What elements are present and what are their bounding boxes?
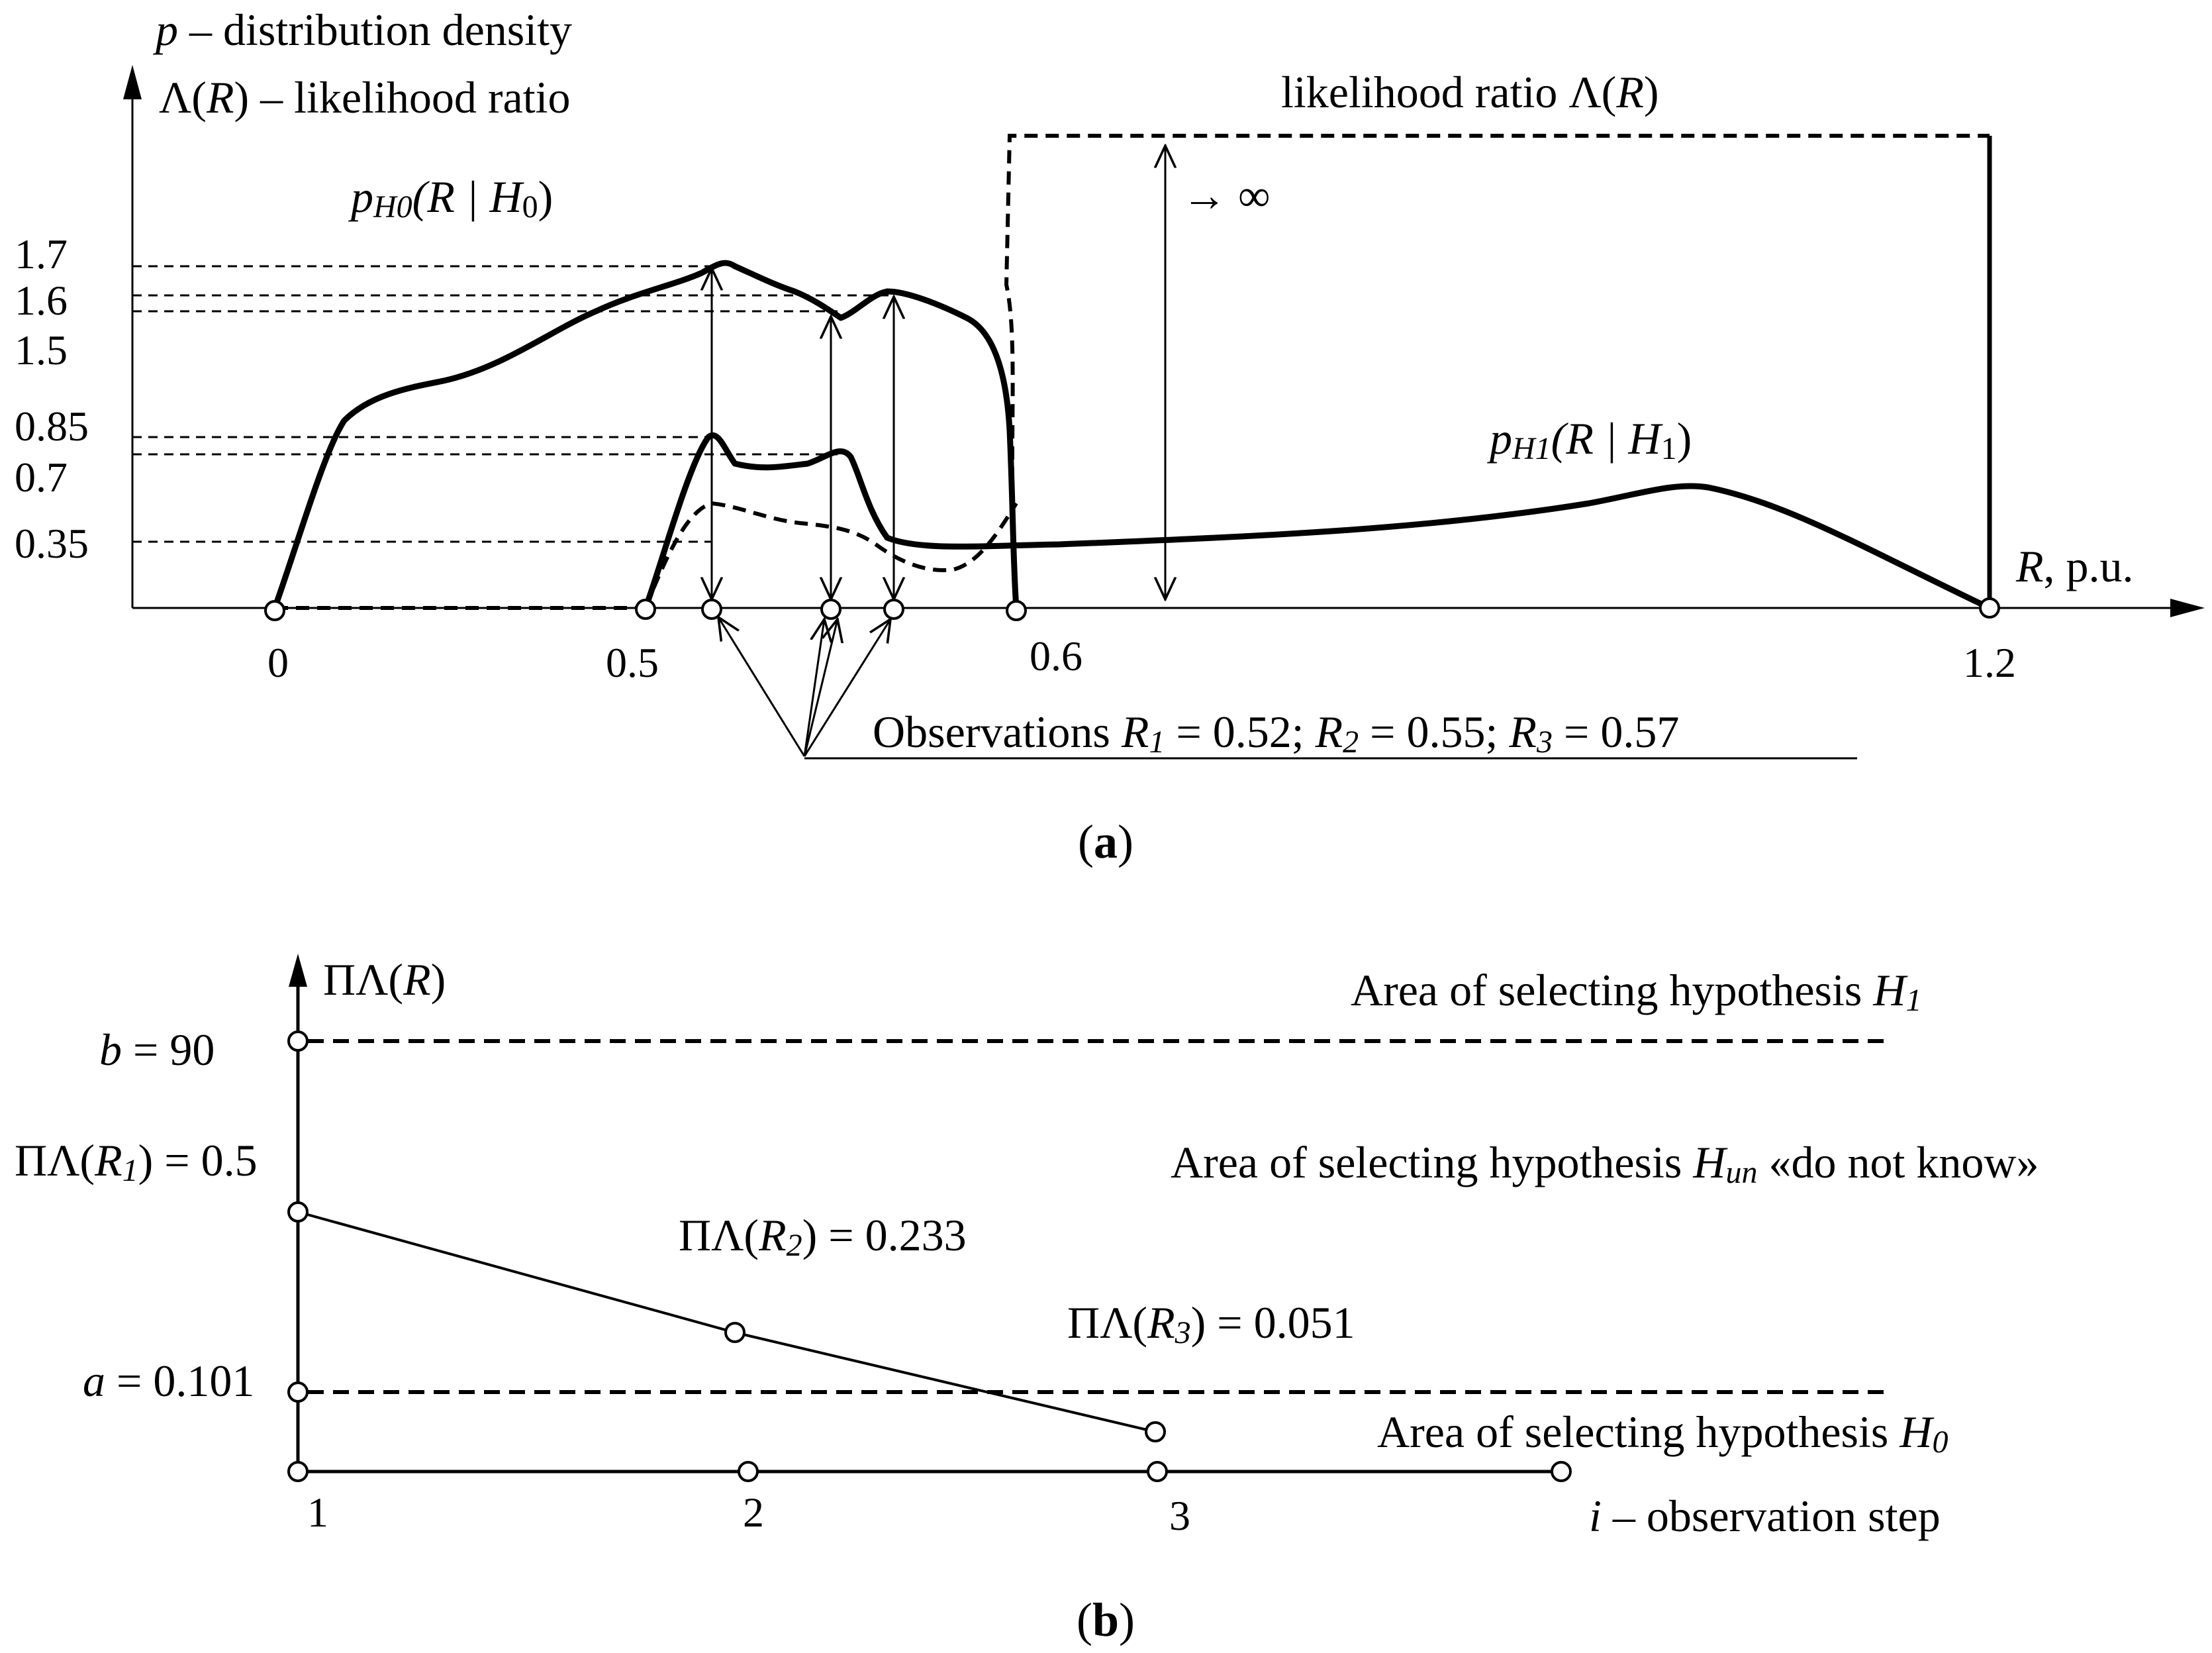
panel-b: ΠΛ(R) b = 90 a = 0.101 ΠΛ(R1) = 0.5 ΠΛ(R…: [15, 954, 2039, 1646]
area-h0-label: Area of selecting hypothesis H0: [1377, 1407, 1948, 1460]
b-threshold-label: b = 90: [99, 1025, 215, 1075]
step-point-3: [1147, 1461, 1168, 1482]
panel-a-x-tick: 1.2: [1963, 639, 2016, 686]
product-r3-label: ΠΛ(R3) = 0.051: [1067, 1297, 1355, 1350]
panel-a-y-tick: 0.7: [15, 454, 68, 501]
curve-p-h0: [271, 260, 1020, 611]
curve-h0-label: pH0(R | H0): [348, 172, 553, 225]
point-r-1-2: [1979, 597, 2000, 619]
caption-b: (b): [1077, 1593, 1135, 1646]
panel-a-y-tick: 0.85: [15, 403, 89, 450]
curve-h1-label: pH1(R | H1): [1487, 413, 1692, 466]
panel-b-x-tick: 1: [307, 1489, 328, 1536]
panel-a-y-tick: 1.7: [15, 230, 68, 277]
infinity-label: → ∞: [1182, 170, 1270, 221]
panel-a-y-label-density: p – distribution density: [153, 5, 572, 55]
product-r1-label: ΠΛ(R1) = 0.5: [15, 1135, 258, 1188]
caption-a: (a): [1078, 815, 1133, 868]
panel-a-y-label-likelihood: Λ(R) – likelihood ratio: [159, 72, 571, 123]
panel-a: p – distribution density Λ(R) – likeliho…: [15, 5, 2205, 868]
step-point-1: [287, 1461, 309, 1482]
a-threshold-label: a = 0.101: [83, 1356, 254, 1406]
panel-a-x-tick: 0.5: [606, 639, 659, 686]
b-threshold-point: [287, 1030, 309, 1052]
panel-a-x-axis-arrow-icon: [2170, 599, 2205, 617]
point-r2: [820, 599, 842, 620]
area-hun-label: Area of selecting hypothesis Hun «do not…: [1171, 1137, 2039, 1190]
observation-pointer-r2a-icon: [803, 619, 824, 757]
point-r-0: [264, 600, 285, 621]
product-point-r2: [724, 1322, 745, 1343]
step-point-2: [738, 1461, 759, 1482]
likelihood-ratio-box: [1004, 134, 1990, 609]
observation-pointer-r1-icon: [718, 617, 806, 757]
observations-label: Observations R1 = 0.52; R2 = 0.55; R3 = …: [873, 707, 1679, 760]
panel-a-x-label: R, p.u.: [2015, 541, 2134, 591]
panel-a-y-tick: 1.5: [15, 326, 68, 374]
step-point-4: [1551, 1461, 1572, 1482]
point-r-0-6: [1006, 600, 1027, 621]
point-r-0-5: [635, 599, 656, 620]
likelihood-ratio-label: likelihood ratio Λ(R): [1281, 67, 1659, 117]
area-h1-label: Area of selecting hypothesis H1: [1351, 965, 1921, 1018]
point-r3: [883, 599, 904, 620]
curve-dashed-likelihood: [275, 501, 1018, 610]
panel-b-y-label: ΠΛ(R): [323, 954, 446, 1005]
panel-a-y-tick: 0.35: [15, 520, 89, 567]
product-point-r1: [287, 1201, 309, 1223]
panel-b-x-label: i – observation step: [1589, 1491, 1941, 1541]
panel-a-x-tick: 0.6: [1030, 632, 1082, 679]
observation-pointer-r3-icon: [803, 619, 890, 757]
panel-a-x-tick: 0: [267, 639, 289, 686]
panel-b-x-tick: 3: [1169, 1492, 1190, 1539]
panel-a-y-tick: 1.6: [15, 277, 68, 324]
panel-a-y-axis-arrow-icon: [123, 65, 142, 99]
panel-b-x-tick: 2: [743, 1489, 764, 1536]
product-point-r3: [1145, 1421, 1166, 1442]
a-threshold-point: [287, 1381, 309, 1403]
panel-b-y-axis-arrow-icon: [289, 954, 307, 987]
point-r1: [701, 599, 722, 620]
observation-pointer-r2b-icon: [803, 619, 838, 757]
curve-p-h1: [642, 432, 1993, 611]
product-r2-label: ΠΛ(R2) = 0.233: [679, 1210, 967, 1263]
